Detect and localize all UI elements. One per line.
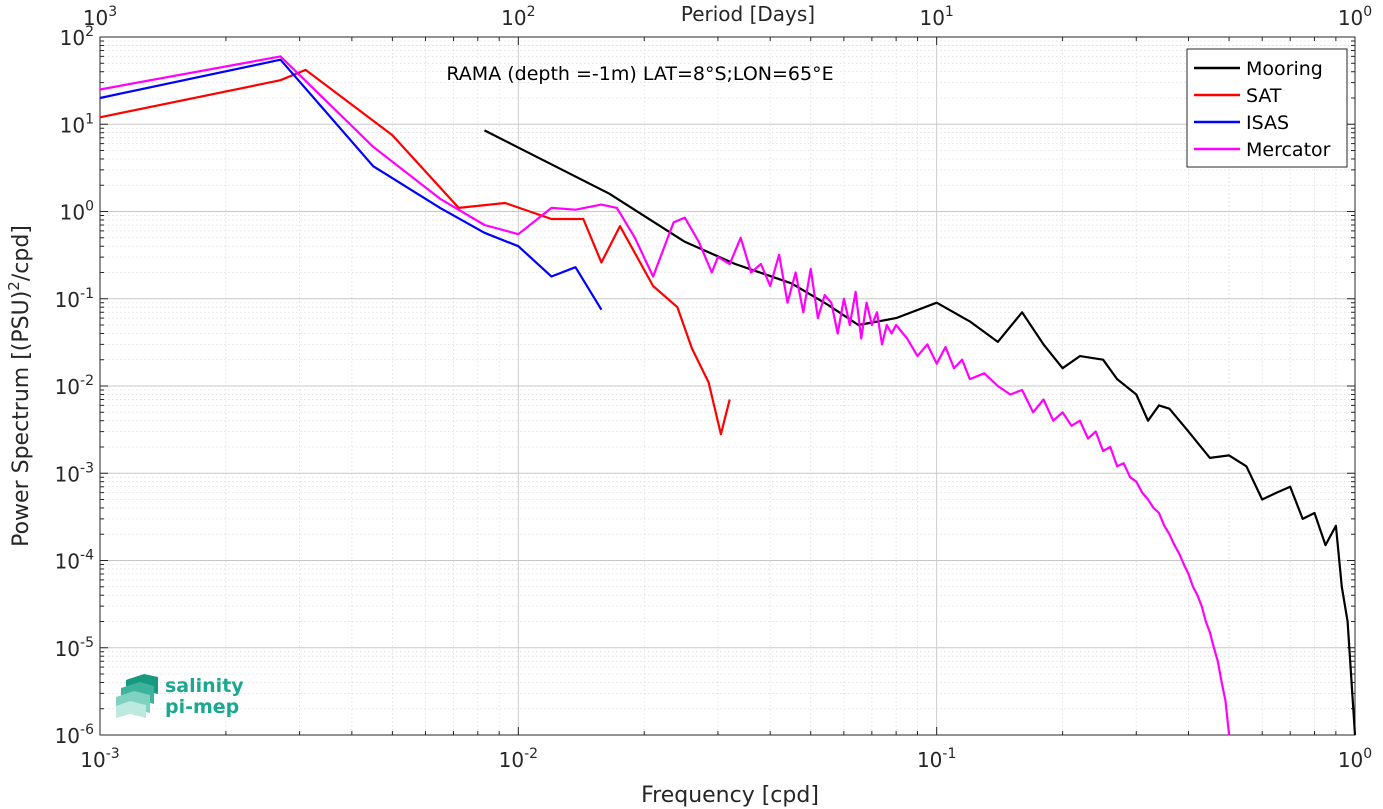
logo-line-1: salinity (165, 675, 244, 697)
minor-grid (100, 37, 1355, 735)
y-tick-label: 10-1 (55, 286, 94, 312)
x-axis-label: Frequency [cpd] (641, 783, 819, 808)
x-tick-label: 10-1 (917, 746, 956, 772)
y-tick-label: 10-5 (55, 635, 94, 661)
logo-waves-icon (116, 674, 158, 718)
series-line-sat (99, 68, 731, 436)
y-tick-label: 10-6 (55, 722, 95, 748)
top-tick-label: 102 (501, 4, 535, 30)
logo-line-2: pi-mep (165, 696, 239, 718)
series-line-isas (99, 58, 603, 311)
legend-label: ISAS (1246, 112, 1289, 134)
top-tick-label: 101 (919, 4, 953, 30)
y-axis-label-tail: /cpd] (9, 225, 34, 281)
y-tick-label: 100 (60, 199, 94, 225)
y-tick-label: 10-4 (55, 548, 95, 574)
y-tick-label: 10-2 (55, 373, 94, 399)
y-axis-label: Power Spectrum [(PSU)2/cpd] (5, 225, 34, 547)
legend-label: Mooring (1246, 58, 1323, 80)
top-axis-label: Period [Days] (681, 2, 815, 26)
x-tick-label: 100 (1338, 746, 1372, 772)
legend-label: Mercator (1246, 139, 1331, 161)
y-axis-label-exponent: 2 (5, 281, 23, 291)
top-tick-label: 103 (83, 4, 117, 30)
series-lines (99, 55, 1357, 736)
top-tick-label: 100 (1338, 4, 1372, 30)
y-tick-label: 10-3 (55, 460, 94, 486)
series-line-mercator (99, 55, 1231, 736)
legend-label: SAT (1246, 85, 1282, 107)
axis-ticks (99, 36, 1356, 736)
salinity-pi-mep-logo: salinity pi-mep (116, 674, 244, 718)
chart-title: RAMA (depth =-1m) LAT=8°S;LON=65°E (446, 63, 833, 85)
x-tick-label: 10-3 (80, 746, 119, 772)
y-tick-label: 101 (60, 111, 94, 137)
y-axis-label-main: Power Spectrum [(PSU) (9, 291, 34, 547)
x-tick-label: 10-2 (499, 746, 538, 772)
y-tick-label: 102 (60, 24, 94, 50)
legend: Mooring SAT ISAS Mercator (1186, 48, 1348, 168)
